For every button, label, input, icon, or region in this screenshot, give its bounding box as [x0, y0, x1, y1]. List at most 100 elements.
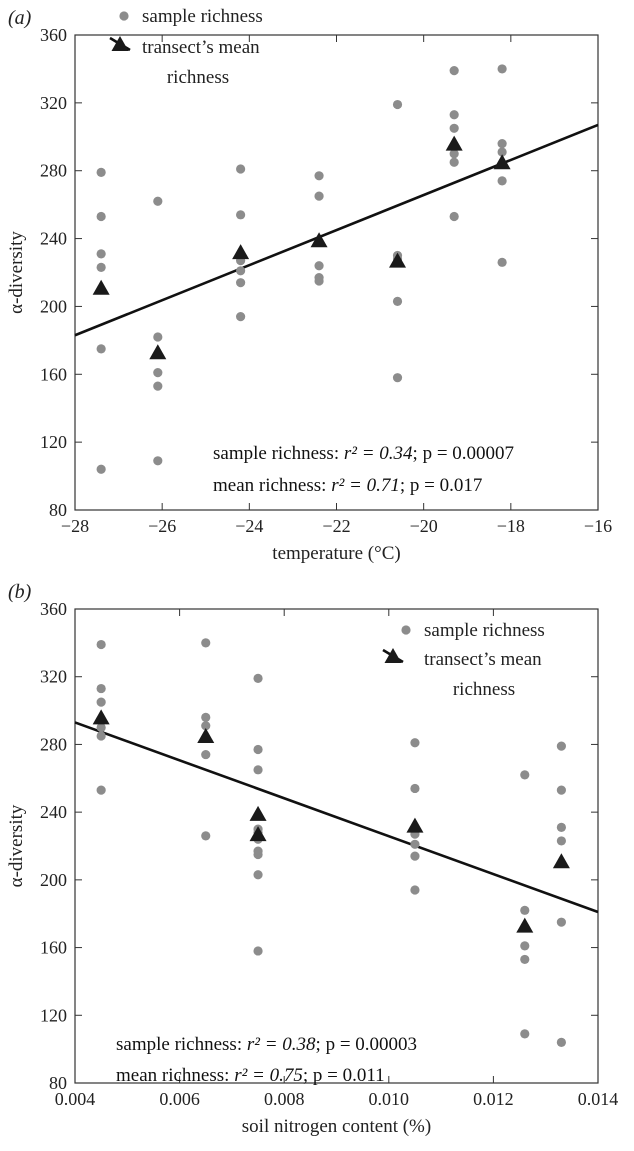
legend-mean-swatch	[111, 36, 129, 51]
sample-richness-point	[96, 464, 106, 474]
sample-richness-point	[449, 149, 459, 159]
x-tick-label: −24	[235, 516, 263, 536]
mean-richness-marker	[232, 244, 250, 260]
x-tick-label: −22	[322, 516, 350, 536]
sample-richness-point	[556, 741, 566, 751]
sample-richness-point	[96, 683, 106, 694]
sample-richness-point	[556, 836, 566, 846]
mean-richness-marker	[197, 727, 215, 743]
sample-richness-point	[410, 738, 420, 748]
stats-r-squared: r² = 0.34	[344, 443, 413, 464]
y-tick-label: 200	[40, 296, 67, 316]
sample-richness-point	[314, 276, 324, 286]
sample-richness-point	[449, 123, 459, 133]
mean-richness-marker	[149, 344, 167, 360]
sample-richness-point	[520, 770, 530, 780]
y-tick-label: 160	[40, 364, 67, 384]
sample-richness-point	[392, 296, 403, 306]
sample-richness-point	[556, 1037, 566, 1047]
regression-line	[74, 721, 599, 914]
legend-mean-label-line1: transect’s mean	[424, 649, 542, 670]
stats-separator: ;	[303, 1065, 313, 1086]
sample-richness-point	[253, 849, 263, 860]
sample-richness-point	[497, 176, 507, 186]
sample-richness-point	[236, 312, 246, 322]
stats-annotation: mean richness: r² = 0.71; p = 0.017	[213, 475, 482, 496]
legend-sample-label: sample richness	[424, 620, 545, 641]
x-tick-label: −18	[497, 516, 525, 536]
sample-richness-point	[96, 697, 106, 707]
y-tick-label: 360	[40, 25, 67, 45]
y-tick-label: 160	[40, 938, 67, 958]
stats-p-value: p = 0.017	[410, 475, 482, 496]
stats-p-value: p = 0.00007	[423, 443, 514, 464]
sample-richness-point	[236, 210, 246, 220]
y-axis-title: α-diversity	[6, 804, 27, 887]
sample-richness-point	[410, 839, 420, 849]
panel-label: (b)	[8, 581, 32, 603]
y-tick-label: 120	[40, 1005, 67, 1025]
legend-sample-label: sample richness	[142, 6, 263, 27]
sample-richness-point	[253, 744, 263, 755]
sample-richness-point	[314, 261, 324, 271]
sample-richness-point	[449, 211, 459, 222]
sample-richness-point	[556, 785, 566, 795]
sample-richness-point	[96, 639, 106, 650]
y-tick-label: 280	[40, 734, 67, 754]
mean-richness-marker	[493, 154, 511, 170]
sample-richness-point	[253, 765, 263, 775]
stats-separator: ;	[413, 443, 423, 464]
x-tick-label: 0.004	[55, 1089, 96, 1109]
stats-prefix: sample richness:	[213, 443, 344, 464]
sample-richness-point	[96, 722, 106, 733]
plot-frame	[74, 34, 599, 511]
y-axis-title: α-diversity	[6, 231, 27, 314]
x-tick-label: 0.008	[264, 1089, 305, 1109]
mean-richness-marker	[552, 853, 570, 869]
sample-richness-point	[520, 941, 530, 951]
stats-r-squared: r² = 0.71	[331, 475, 400, 496]
sample-richness-point	[236, 164, 246, 174]
sample-richness-point	[153, 367, 163, 378]
y-tick-label: 200	[40, 870, 67, 890]
sample-richness-point	[520, 905, 530, 915]
y-tick-label: 360	[40, 599, 67, 619]
x-tick-label: −28	[61, 516, 89, 536]
mean-richness-marker	[445, 135, 463, 151]
mean-richness-marker	[249, 826, 267, 842]
sample-richness-point	[153, 332, 163, 342]
sample-richness-point	[96, 262, 106, 273]
sample-richness-point	[497, 138, 507, 149]
legend-mean-swatch	[384, 648, 402, 663]
mean-richness-marker	[249, 805, 267, 821]
sample-richness-point	[497, 147, 507, 157]
stats-prefix: mean richness:	[116, 1065, 234, 1086]
sample-richness-point	[96, 344, 106, 354]
sample-richness-point	[314, 171, 324, 181]
stats-r-squared: r² = 0.38	[247, 1034, 316, 1055]
sample-richness-point	[236, 266, 246, 276]
sample-richness-point	[96, 167, 106, 178]
sample-richness-point	[96, 249, 106, 259]
stats-p-value: p = 0.00003	[326, 1034, 417, 1055]
sample-richness-point	[314, 191, 324, 201]
sample-richness-point	[449, 66, 459, 76]
sample-richness-point	[556, 822, 566, 832]
plot-frame	[74, 608, 599, 1084]
sample-richness-point	[153, 456, 163, 466]
x-tick-label: 0.010	[369, 1089, 410, 1109]
stats-annotation: mean richness: r² = 0.75; p = 0.011	[116, 1065, 385, 1086]
sample-richness-point	[392, 373, 403, 383]
y-tick-label: 320	[40, 667, 67, 687]
sample-richness-point	[520, 1029, 530, 1039]
sample-richness-point	[253, 673, 263, 684]
panel-a: (a) 80 120 160 200 240 280 320 360 −28 −26 −24 −22 −2…	[6, 6, 612, 564]
mean-richness-marker	[310, 232, 328, 248]
y-tick-label: 240	[40, 802, 67, 822]
legend-sample-swatch	[401, 625, 411, 635]
x-tick-label: −20	[410, 516, 438, 536]
y-tick-label: 320	[40, 93, 67, 113]
legend-mean-label-line1: transect’s mean	[142, 37, 260, 58]
sample-richness-point	[253, 870, 263, 880]
mean-richness-marker	[516, 917, 534, 933]
